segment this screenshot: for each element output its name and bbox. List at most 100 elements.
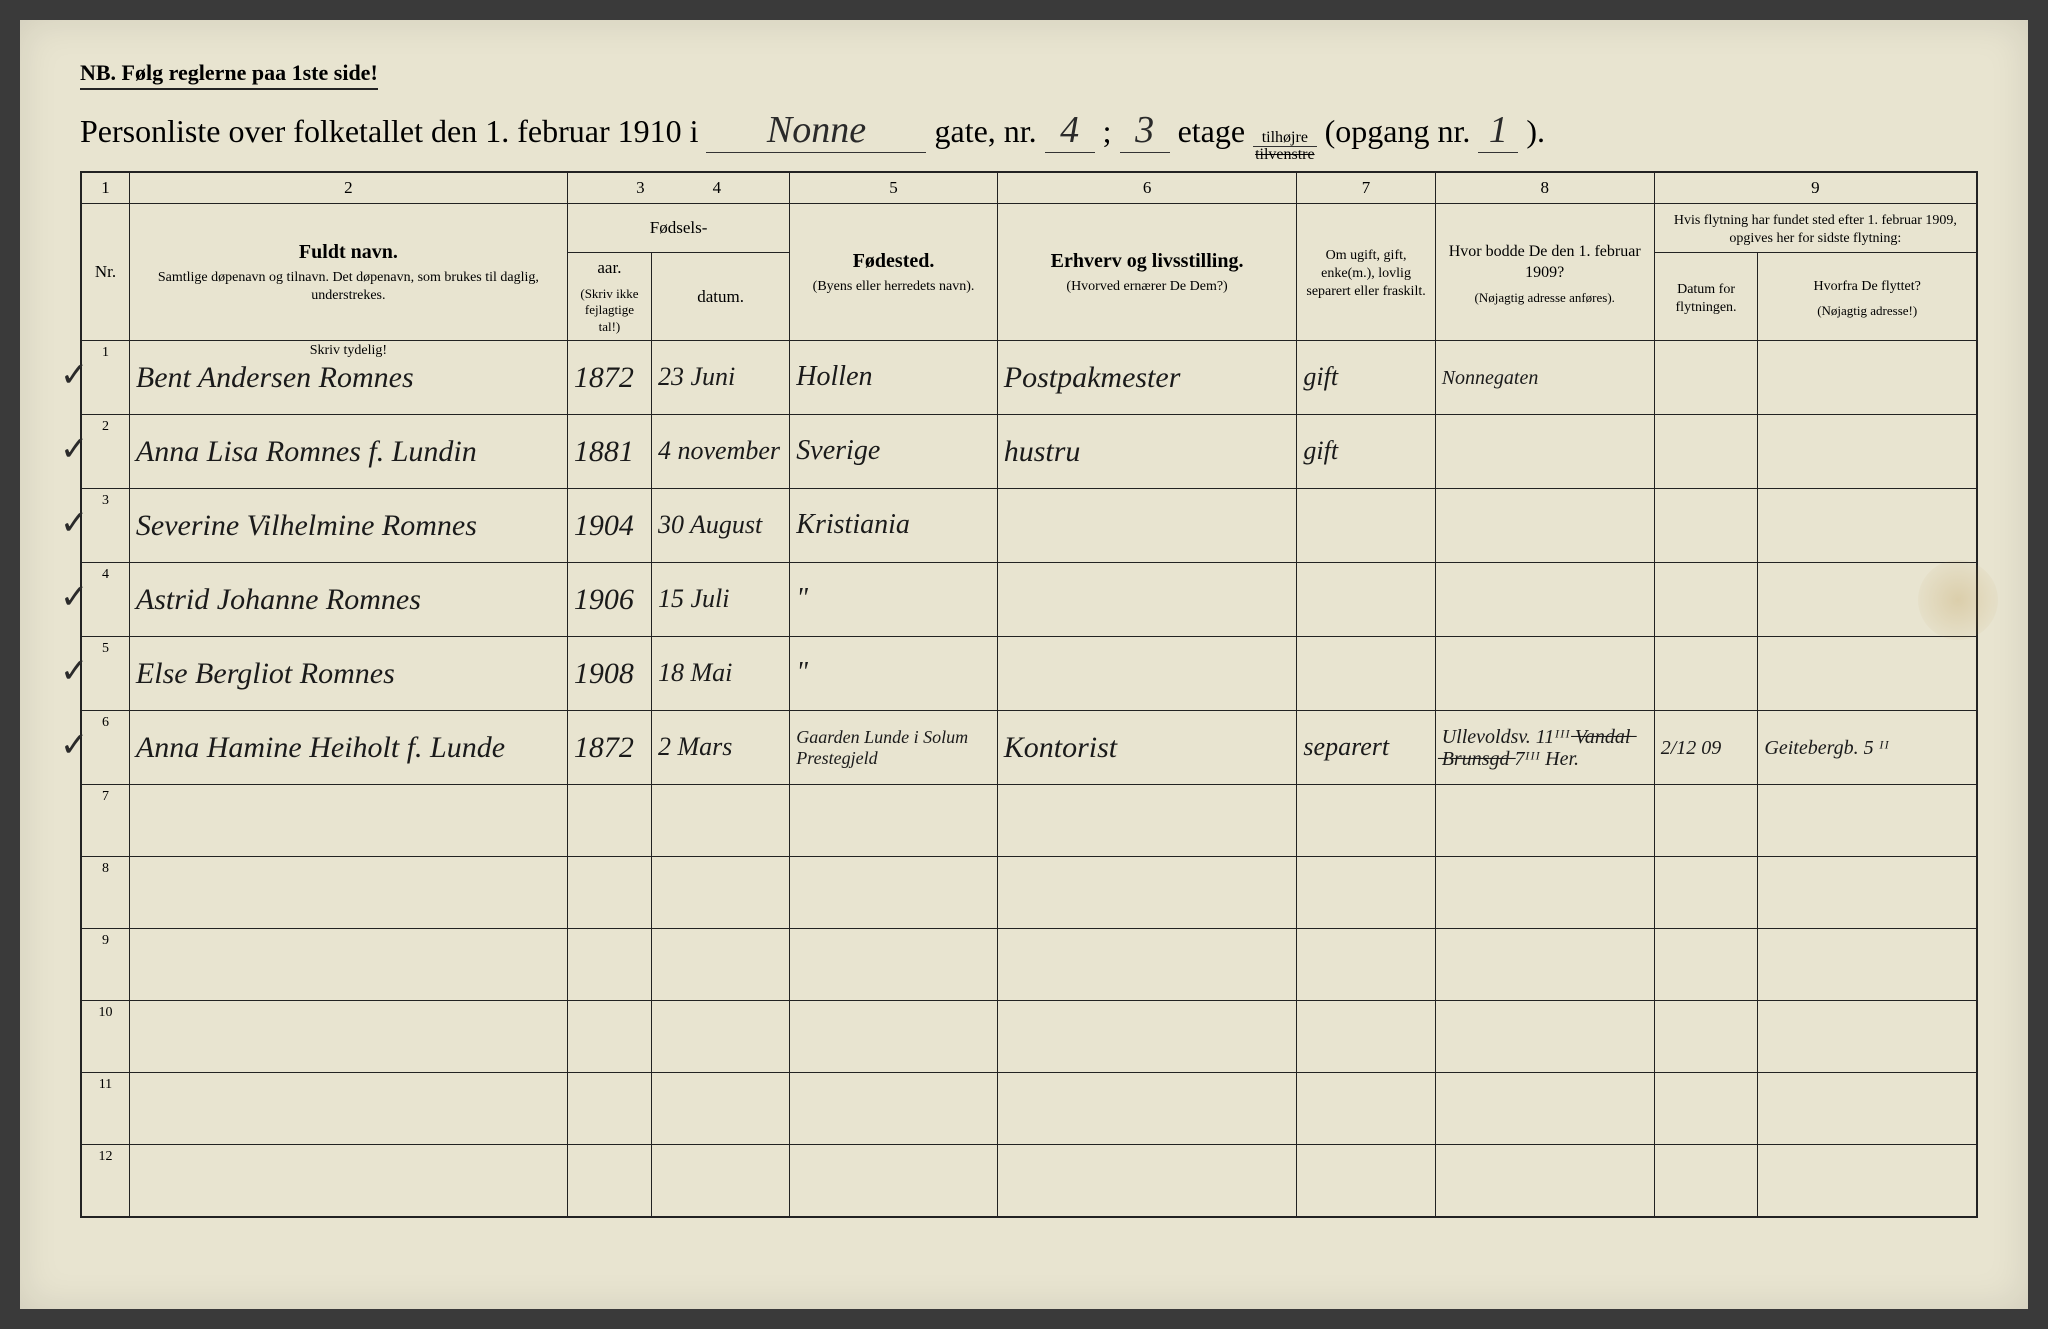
header-nr: Nr. [81,204,129,341]
semicolon: ; [1103,113,1112,150]
tilvenstre-label: tilvenstre [1253,147,1317,163]
cell-aar: 1904 [567,489,651,563]
table-row: ✓ 3 Severine Vilhelmine Romnes 1904 30 A… [81,489,1977,563]
cell-fodested [790,1145,997,1217]
cell-hvorfra [1758,341,1977,415]
cell-hvorfra [1758,563,1977,637]
cell-datum: 2 Mars [652,711,790,785]
cell-aar [567,1073,651,1145]
cell-flytdato [1654,1145,1758,1217]
cell-bodde [1435,1073,1654,1145]
header-datum-flyt: Datum for flytningen. [1654,253,1758,341]
cell-hvorfra [1758,489,1977,563]
cell-flytdato [1654,1073,1758,1145]
table-row: 12 [81,1145,1977,1217]
cell-datum [652,1073,790,1145]
cell-aar: 1872 [567,341,651,415]
cell-hvorfra [1758,1001,1977,1073]
cell-name [129,857,567,929]
cell-name: Severine Vilhelmine Romnes [129,489,567,563]
cell-bodde [1435,857,1654,929]
colnum-7: 7 [1297,172,1435,204]
cell-name: Skriv tydelig!Bent Andersen Romnes [129,341,567,415]
checkmark-icon: ✓ [60,651,89,691]
cell-datum [652,857,790,929]
cell-name [129,785,567,857]
colnum-2: 2 [129,172,567,204]
cell-fodested [790,929,997,1001]
cell-nr: 12 [81,1145,129,1217]
header-ugift: Om ugift, gift, enke(m.), lovlig separer… [1297,204,1435,341]
cell-flytdato [1654,1001,1758,1073]
table-row: ✓ 2 Anna Lisa Romnes f. Lundin 1881 4 no… [81,415,1977,489]
header-bodde: Hvor bodde De den 1. februar 1909? (Nøja… [1435,204,1654,341]
cell-hvorfra [1758,1145,1977,1217]
cell-name: Else Bergliot Romnes [129,637,567,711]
table-row: ✓ 5 Else Bergliot Romnes 1908 18 Mai " [81,637,1977,711]
skriv-tydelig: Skriv tydelig! [310,343,387,359]
cell-nr: 8 [81,857,129,929]
cell-nr: 11 [81,1073,129,1145]
cell-nr: ✓ 5 [81,637,129,711]
census-table: 1 2 3 4 5 6 7 8 9 Nr. Fuldt navn. Samtli… [80,171,1978,1218]
header-row-1: Nr. Fuldt navn. Samtlige døpenavn og til… [81,204,1977,253]
checkmark-icon: ✓ [60,503,89,543]
cell-nr: ✓ 4 [81,563,129,637]
cell-erhverv [997,785,1297,857]
cell-erhverv [997,563,1297,637]
cell-flytdato [1654,929,1758,1001]
cell-name: Anna Lisa Romnes f. Lundin [129,415,567,489]
cell-nr: 9 [81,929,129,1001]
cell-erhverv [997,1145,1297,1217]
cell-fodested [790,1001,997,1073]
cell-nr: 7 [81,785,129,857]
cell-bodde [1435,1145,1654,1217]
header-aar: aar. (Skriv ikke fejlagtige tal!) [567,253,651,341]
colnum-1: 1 [81,172,129,204]
cell-hvorfra [1758,857,1977,929]
cell-status [1297,563,1435,637]
cell-erhverv [997,1073,1297,1145]
table-row: 11 [81,1073,1977,1145]
cell-flytdato [1654,637,1758,711]
cell-status: separert [1297,711,1435,785]
nb-instruction: NB. Følg reglerne paa 1ste side! [80,60,378,90]
cell-datum: 4 november [652,415,790,489]
street-name: Nonne [706,108,926,153]
gate-label: gate, nr. [934,113,1036,150]
table-row: 8 [81,857,1977,929]
cell-status [1297,929,1435,1001]
header-hvorfra: Hvorfra De flyttet? (Nøjagtig adresse!) [1758,253,1977,341]
cell-bodde [1435,785,1654,857]
cell-name: Astrid Johanne Romnes [129,563,567,637]
cell-aar [567,857,651,929]
cell-flytdato [1654,489,1758,563]
cell-datum: 15 Juli [652,563,790,637]
header-datum: datum. [652,253,790,341]
etage-label: etage [1178,113,1246,150]
cell-aar [567,1145,651,1217]
cell-erhverv: Kontorist [997,711,1297,785]
cell-fodested: Sverige [790,415,997,489]
cell-datum [652,1001,790,1073]
table-row: 9 [81,929,1977,1001]
header-fuldt-navn: Fuldt navn. Samtlige døpenavn og tilnavn… [129,204,567,341]
cell-name [129,1001,567,1073]
cell-hvorfra [1758,929,1977,1001]
cell-erhverv: hustru [997,415,1297,489]
cell-flytdato [1654,785,1758,857]
cell-aar: 1908 [567,637,651,711]
colnum-3-4: 3 4 [567,172,789,204]
header-flytning: Hvis flytning har fundet sted efter 1. f… [1654,204,1977,253]
cell-status [1297,1001,1435,1073]
cell-erhverv [997,489,1297,563]
cell-aar [567,929,651,1001]
cell-hvorfra: Geitebergb. 5 ᴵᴵ [1758,711,1977,785]
cell-name [129,929,567,1001]
table-row: ✓ 4 Astrid Johanne Romnes 1906 15 Juli " [81,563,1977,637]
cell-fodested: Hollen [790,341,997,415]
cell-nr: ✓ 2 [81,415,129,489]
table-row: ✓ 6 Anna Hamine Heiholt f. Lunde 1872 2 … [81,711,1977,785]
checkmark-icon: ✓ [60,429,89,469]
checkmark-icon: ✓ [60,355,89,395]
